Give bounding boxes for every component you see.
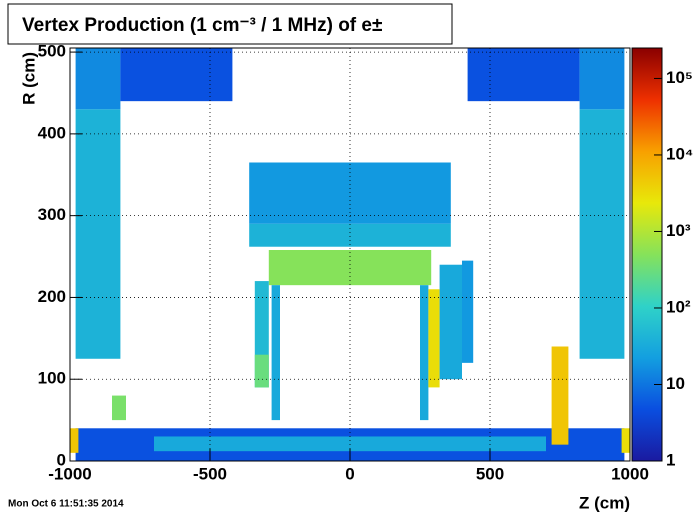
x-tick-label: 500 xyxy=(476,464,504,483)
plot-frame xyxy=(69,47,631,462)
cell xyxy=(579,109,625,359)
cell xyxy=(112,395,126,421)
x-tick-label: -500 xyxy=(193,464,227,483)
x-axis-label: Z (cm) xyxy=(579,493,630,512)
z-tick-label: 10² xyxy=(666,297,691,316)
title-box xyxy=(7,3,453,45)
z-tick-label: 10 xyxy=(666,374,685,393)
cell xyxy=(154,436,546,452)
x-tick-label: 0 xyxy=(345,464,354,483)
cell xyxy=(75,48,121,110)
cell xyxy=(551,346,569,445)
y-tick-label: 400 xyxy=(38,123,66,142)
x-tick-label: 1000 xyxy=(611,464,649,483)
y-tick-label: 300 xyxy=(38,205,66,224)
cell xyxy=(75,109,121,359)
cell xyxy=(621,428,630,453)
cell xyxy=(120,48,233,102)
cell xyxy=(70,428,79,453)
chart-title: Vertex Production (1 cm⁻³ / 1 MHz) of e± xyxy=(22,15,382,36)
cell xyxy=(254,354,269,388)
z-tick-label: 1 xyxy=(666,450,675,469)
cell xyxy=(467,48,580,102)
cell xyxy=(268,250,432,286)
z-tick-label: 10⁵ xyxy=(666,68,693,87)
x-tick-label: -1000 xyxy=(48,464,91,483)
y-axis-label: R (cm) xyxy=(19,52,38,105)
cell xyxy=(420,285,429,421)
cell xyxy=(249,223,451,247)
cell xyxy=(428,289,440,388)
y-tick-label: 200 xyxy=(38,287,66,306)
z-tick-label: 10³ xyxy=(666,221,691,240)
cell xyxy=(439,264,462,380)
cell xyxy=(579,48,625,110)
cell xyxy=(249,162,451,224)
y-tick-label: 0 xyxy=(57,450,66,469)
y-tick-label: 500 xyxy=(38,42,66,61)
cell xyxy=(271,285,280,421)
cell xyxy=(462,260,474,363)
color-bar xyxy=(631,47,663,462)
y-tick-label: 100 xyxy=(38,369,66,388)
z-tick-label: 10⁴ xyxy=(666,144,693,163)
timestamp: Mon Oct 6 11:51:35 2014 xyxy=(8,499,124,510)
